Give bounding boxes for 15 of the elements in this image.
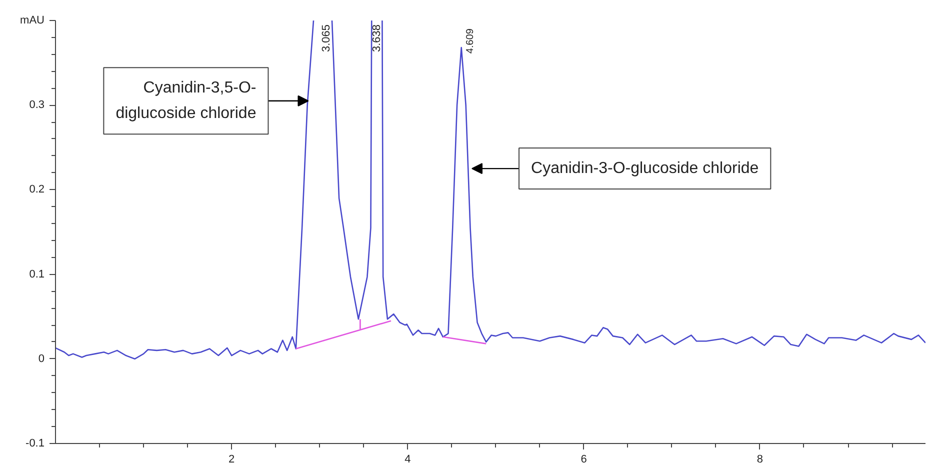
annotation: 4.609 [464,28,476,54]
y-tick-label: 0.2 [29,184,45,196]
x-tick-label: 2 [228,454,235,465]
annotation: Cyanidin-3-O-glucoside chloride [531,160,759,178]
annotation: 3.065 [320,24,332,52]
y-tick-label: 0.3 [29,99,45,112]
x-tick-label: 8 [756,454,764,465]
y-tick-label: -0.1 [26,438,45,450]
y-tick-label: mAU [20,14,45,26]
annotation: 3.638 [370,24,383,52]
annotation: Cyanidin-3,5-O-diglucoside chloride [116,80,256,122]
x-tick-label: 4 [404,454,411,465]
x-tick-label: 6 [580,454,587,465]
y-tick-label: 0.1 [29,268,45,280]
y-tick-label: 0 [38,352,45,365]
